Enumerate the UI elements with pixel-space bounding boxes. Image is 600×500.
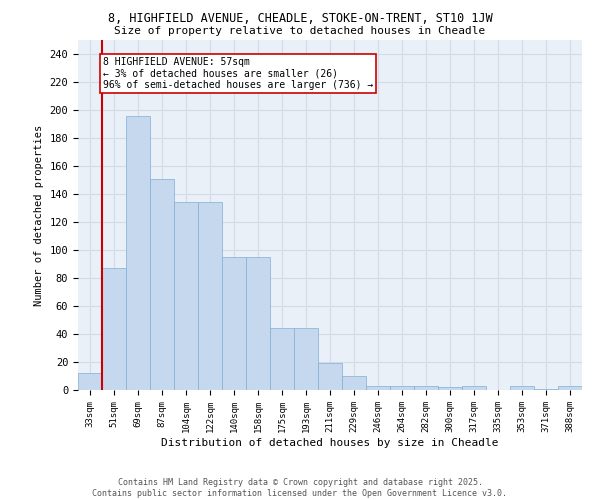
Bar bbox=[222, 257, 246, 390]
Text: Size of property relative to detached houses in Cheadle: Size of property relative to detached ho… bbox=[115, 26, 485, 36]
Bar bbox=[126, 116, 150, 390]
Bar bbox=[510, 386, 534, 390]
Bar bbox=[558, 386, 582, 390]
Bar bbox=[462, 386, 486, 390]
Bar bbox=[270, 328, 294, 390]
Bar bbox=[174, 202, 198, 390]
Bar bbox=[318, 364, 342, 390]
Bar bbox=[150, 178, 174, 390]
Bar bbox=[390, 386, 414, 390]
Bar bbox=[366, 386, 390, 390]
Bar bbox=[342, 376, 366, 390]
Text: 8, HIGHFIELD AVENUE, CHEADLE, STOKE-ON-TRENT, ST10 1JW: 8, HIGHFIELD AVENUE, CHEADLE, STOKE-ON-T… bbox=[107, 12, 493, 26]
Bar bbox=[414, 386, 438, 390]
Bar bbox=[246, 257, 270, 390]
X-axis label: Distribution of detached houses by size in Cheadle: Distribution of detached houses by size … bbox=[161, 438, 499, 448]
Text: 8 HIGHFIELD AVENUE: 57sqm
← 3% of detached houses are smaller (26)
96% of semi-d: 8 HIGHFIELD AVENUE: 57sqm ← 3% of detach… bbox=[103, 57, 373, 90]
Bar bbox=[198, 202, 222, 390]
Text: Contains HM Land Registry data © Crown copyright and database right 2025.
Contai: Contains HM Land Registry data © Crown c… bbox=[92, 478, 508, 498]
Bar bbox=[294, 328, 318, 390]
Bar bbox=[78, 373, 102, 390]
Y-axis label: Number of detached properties: Number of detached properties bbox=[34, 124, 44, 306]
Bar bbox=[438, 387, 462, 390]
Bar bbox=[102, 268, 126, 390]
Bar bbox=[534, 388, 558, 390]
